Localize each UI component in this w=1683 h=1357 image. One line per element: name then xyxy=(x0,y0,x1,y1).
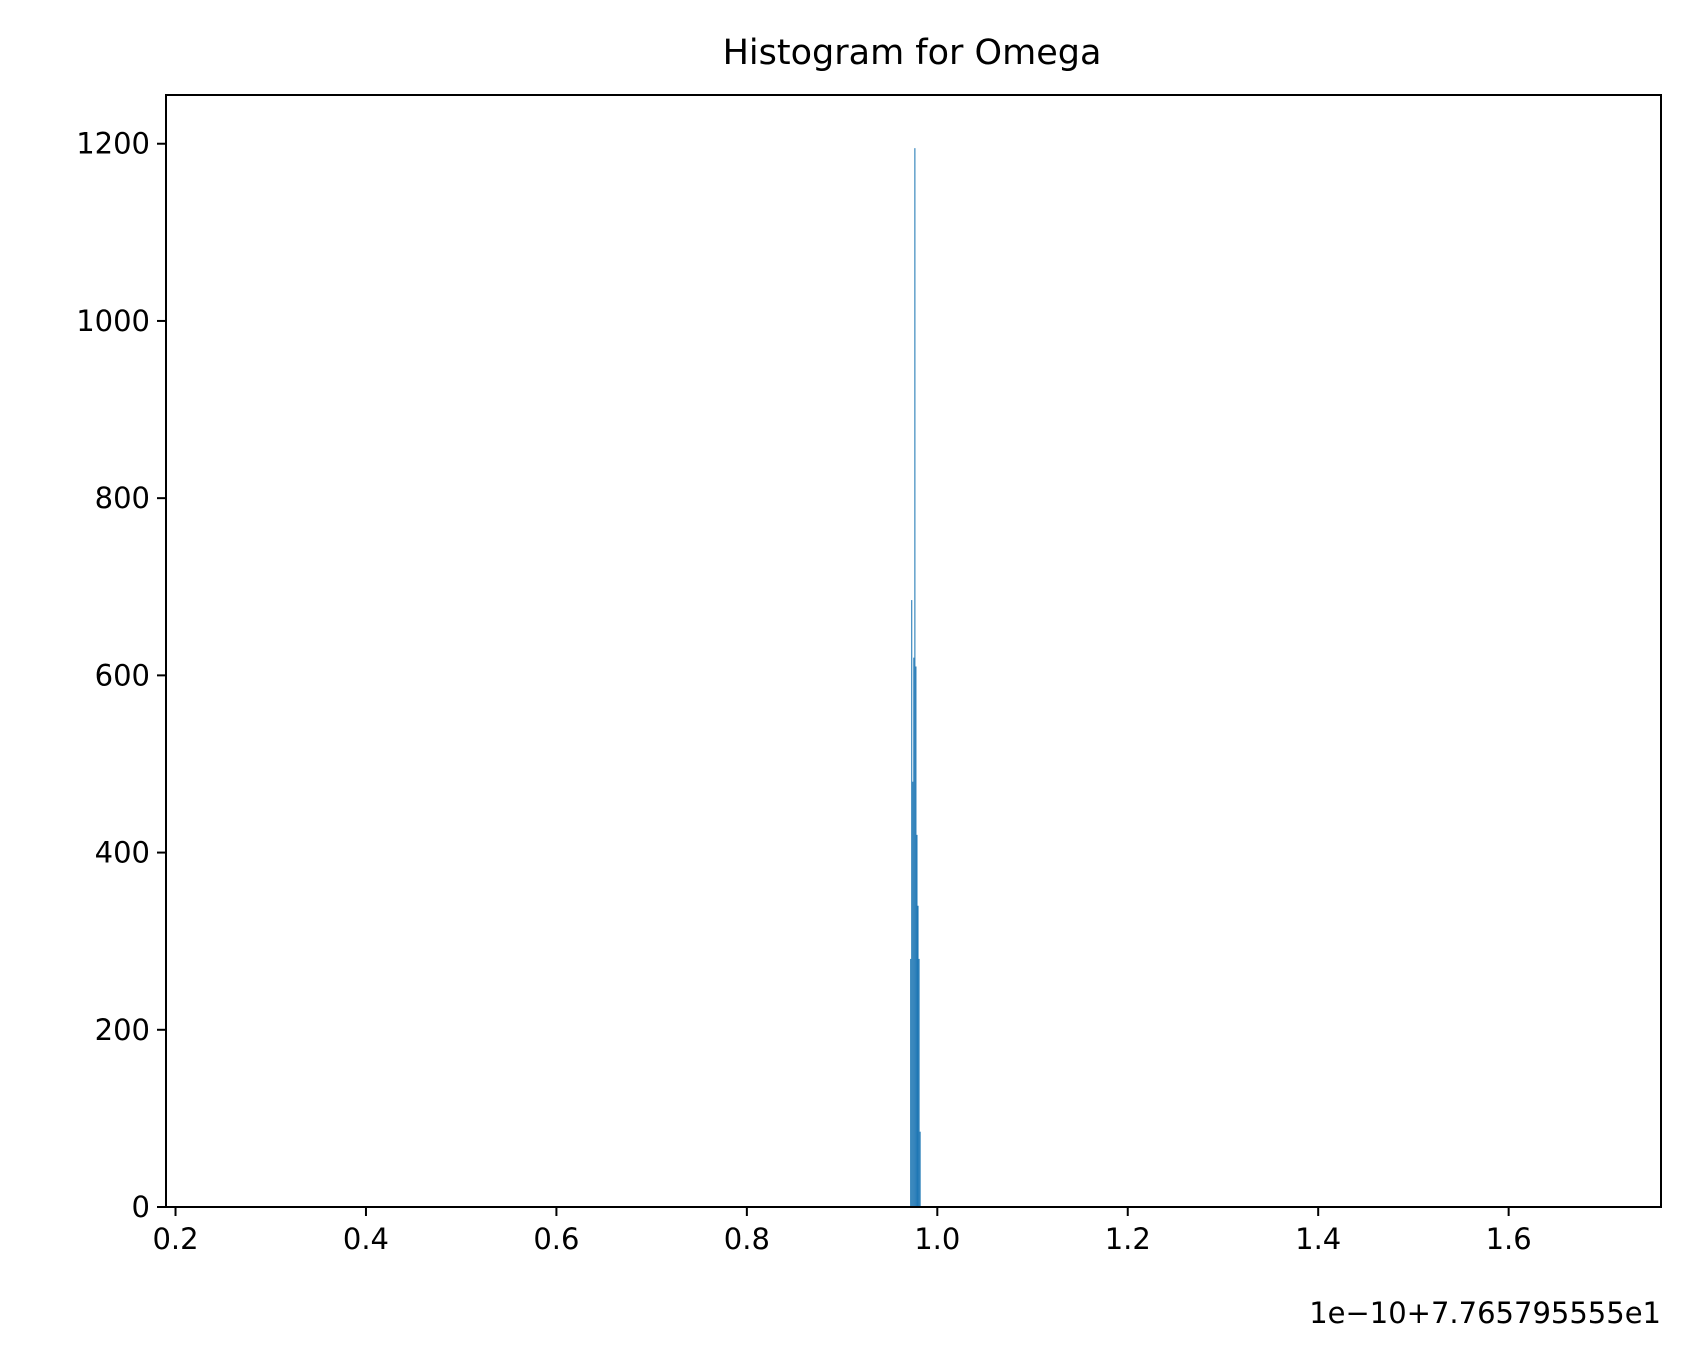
y-tick-label: 400 xyxy=(95,836,150,870)
histogram-bar xyxy=(915,666,917,1207)
y-tick-label: 200 xyxy=(95,1013,150,1047)
chart-title: Histogram for Omega xyxy=(723,33,1102,73)
x-tick-label: 1.6 xyxy=(1486,1222,1532,1256)
histogram-bars xyxy=(910,148,921,1208)
histogram-bar xyxy=(917,905,919,1207)
y-tick-label: 1000 xyxy=(76,304,150,338)
y-tick-label: 600 xyxy=(95,658,150,692)
histogram-bar xyxy=(912,781,914,1207)
histogram-bar xyxy=(914,148,916,1208)
histogram-bar xyxy=(910,958,912,1207)
histogram-bar xyxy=(919,1131,921,1207)
x-axis: 0.2 0.4 0.6 0.8 1.0 1.2 1.4 1.6 xyxy=(152,1207,1532,1256)
y-tick-label: 800 xyxy=(95,481,150,515)
x-tick-label: 1.2 xyxy=(1105,1222,1151,1256)
x-tick-label: 0.4 xyxy=(343,1222,389,1256)
x-tick-label: 1.0 xyxy=(914,1222,960,1256)
histogram-bar xyxy=(918,958,920,1207)
x-tick-label: 0.8 xyxy=(724,1222,770,1256)
plot-frame xyxy=(165,94,1662,1208)
x-tick-label: 0.6 xyxy=(533,1222,579,1256)
y-tick-label: 1200 xyxy=(76,127,150,161)
histogram-bar xyxy=(911,600,913,1207)
x-tick-label: 0.2 xyxy=(152,1222,198,1256)
x-axis-offset-label: 1e−10+7.765795555e1 xyxy=(1309,1296,1661,1330)
histogram-bar xyxy=(916,834,918,1207)
y-axis: 0 200 400 600 800 1000 1200 xyxy=(76,127,166,1224)
y-tick-label: 0 xyxy=(132,1190,150,1224)
histogram-bar xyxy=(913,657,915,1207)
x-tick-label: 1.4 xyxy=(1295,1222,1341,1256)
